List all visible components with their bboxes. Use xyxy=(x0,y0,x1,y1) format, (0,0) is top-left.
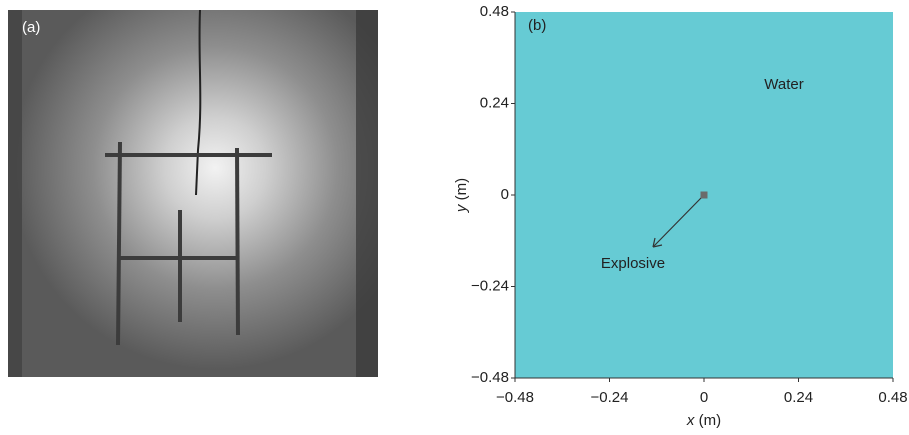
x-tick-label: 0.24 xyxy=(784,389,813,406)
explosive-point xyxy=(701,192,708,199)
y-tick-label: 0 xyxy=(501,186,509,203)
y-tick-label: 0.24 xyxy=(480,94,509,111)
photo: (a) xyxy=(8,10,378,377)
y-tick-label: −0.24 xyxy=(471,277,509,294)
annotation: (b) xyxy=(528,17,546,34)
panel-label: (a) xyxy=(22,19,40,36)
x-label-unit: (m) xyxy=(694,412,721,429)
y-label-unit: (m) xyxy=(453,178,470,205)
x-tick-label: −0.48 xyxy=(496,389,534,406)
y-tick-label: 0.48 xyxy=(480,3,509,20)
y-tick-label: −0.48 xyxy=(471,369,509,386)
x-tick-label: 0 xyxy=(700,389,708,406)
chart: −0.48 −0.24 0 0.24 0.48 −0.48 −0.24 0 0.24 0.48 x … xyxy=(453,3,908,429)
annotation: Water xyxy=(764,76,803,93)
x-axis-label: x (m) xyxy=(686,412,721,429)
figure: (a) −0.48 −0.24 0 0.24 0.48 −0.48 −0.24 0 0.24 0.… xyxy=(0,0,909,430)
x-tick-label: −0.24 xyxy=(591,389,629,406)
y-axis-label: y (m) xyxy=(453,178,470,213)
x-tick-label: 0.48 xyxy=(878,389,907,406)
annotation: Explosive xyxy=(601,255,665,272)
